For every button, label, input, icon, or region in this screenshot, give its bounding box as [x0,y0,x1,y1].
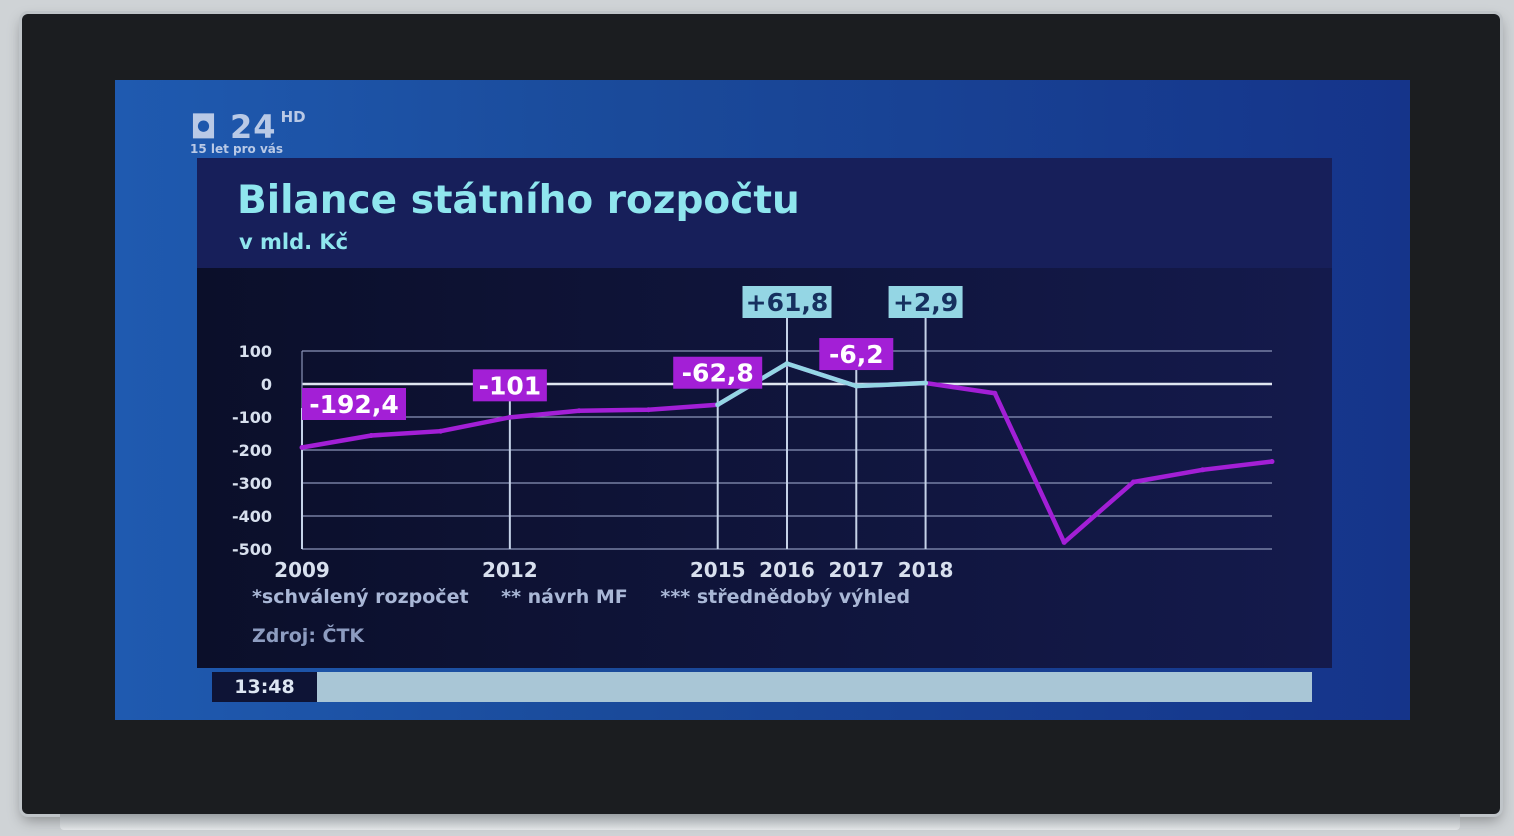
y-tick-label: -200 [232,441,272,460]
data-label: -6,2 [829,340,884,369]
data-point [1200,467,1206,473]
footnote-1: *schválený rozpočet [252,586,469,608]
data-label-box [472,369,547,402]
data-point [438,428,444,434]
data-point [784,361,790,367]
y-tick-label: -300 [232,474,272,493]
channel-logo: ◘ 24 HD 15 let pro vás [190,108,306,156]
chart-subtitle: v mld. Kč [239,230,349,254]
source-note: Zdroj: ČTK [252,625,365,647]
data-label-box [302,388,406,420]
data-point [853,383,859,389]
clock: 13:48 [212,672,317,702]
data-point [715,402,721,408]
tv-screen: ◘ 24 HD 15 let pro vás Bilance státního r… [115,80,1410,720]
data-label: +61,8 [746,288,829,317]
x-tick-label: 2015 [690,558,746,582]
data-label: -101 [479,371,542,400]
data-point [299,444,305,450]
y-tick-label: -100 [232,408,272,427]
footnotes: *schválený rozpočet ** návrh MF *** stře… [252,586,936,608]
data-point [576,408,582,414]
data-label-box [673,356,763,389]
data-label: -192,4 [309,390,398,419]
x-tick-label: 2012 [482,558,538,582]
x-tick-label: 2018 [898,558,954,582]
data-point [1130,479,1136,485]
logo-hd: HD [280,108,306,126]
x-tick-label: 2016 [759,558,815,582]
y-tick-label: 100 [239,342,272,361]
data-point [923,380,929,386]
data-label: -62,8 [682,359,754,388]
footnote-3: *** střednědobý výhled [660,586,911,608]
data-label-box [819,338,894,371]
footnote-2: ** návrh MF [501,586,628,608]
chart-title: Bilance státního rozpočtu [237,178,800,223]
x-tick-label: 2009 [274,558,330,582]
data-point [368,432,374,438]
logo-number: 24 [230,108,277,146]
data-point [507,414,513,420]
data-label-box [888,286,963,318]
data-point [1061,539,1067,545]
data-label-box [742,286,832,318]
y-tick-label: 0 [261,375,272,394]
title-panel: Bilance státního rozpočtu v mld. Kč [197,158,1332,268]
logo-tagline: 15 let pro vás [190,142,284,156]
x-tick-label: 2017 [828,558,884,582]
data-point [1269,459,1275,465]
logo-mark-icon: ◘ [190,108,231,146]
news-ticker: 13:48 [212,672,1312,702]
tv-stand [60,814,1460,830]
data-point [645,407,651,413]
data-label: +2,9 [893,288,958,317]
y-tick-label: -500 [232,540,272,559]
y-tick-label: -400 [232,507,272,526]
chart-panel: 100 0 -100 -200 -300 -400 -500 2009 2012 2015 2016… [197,268,1332,668]
data-point [992,390,998,396]
